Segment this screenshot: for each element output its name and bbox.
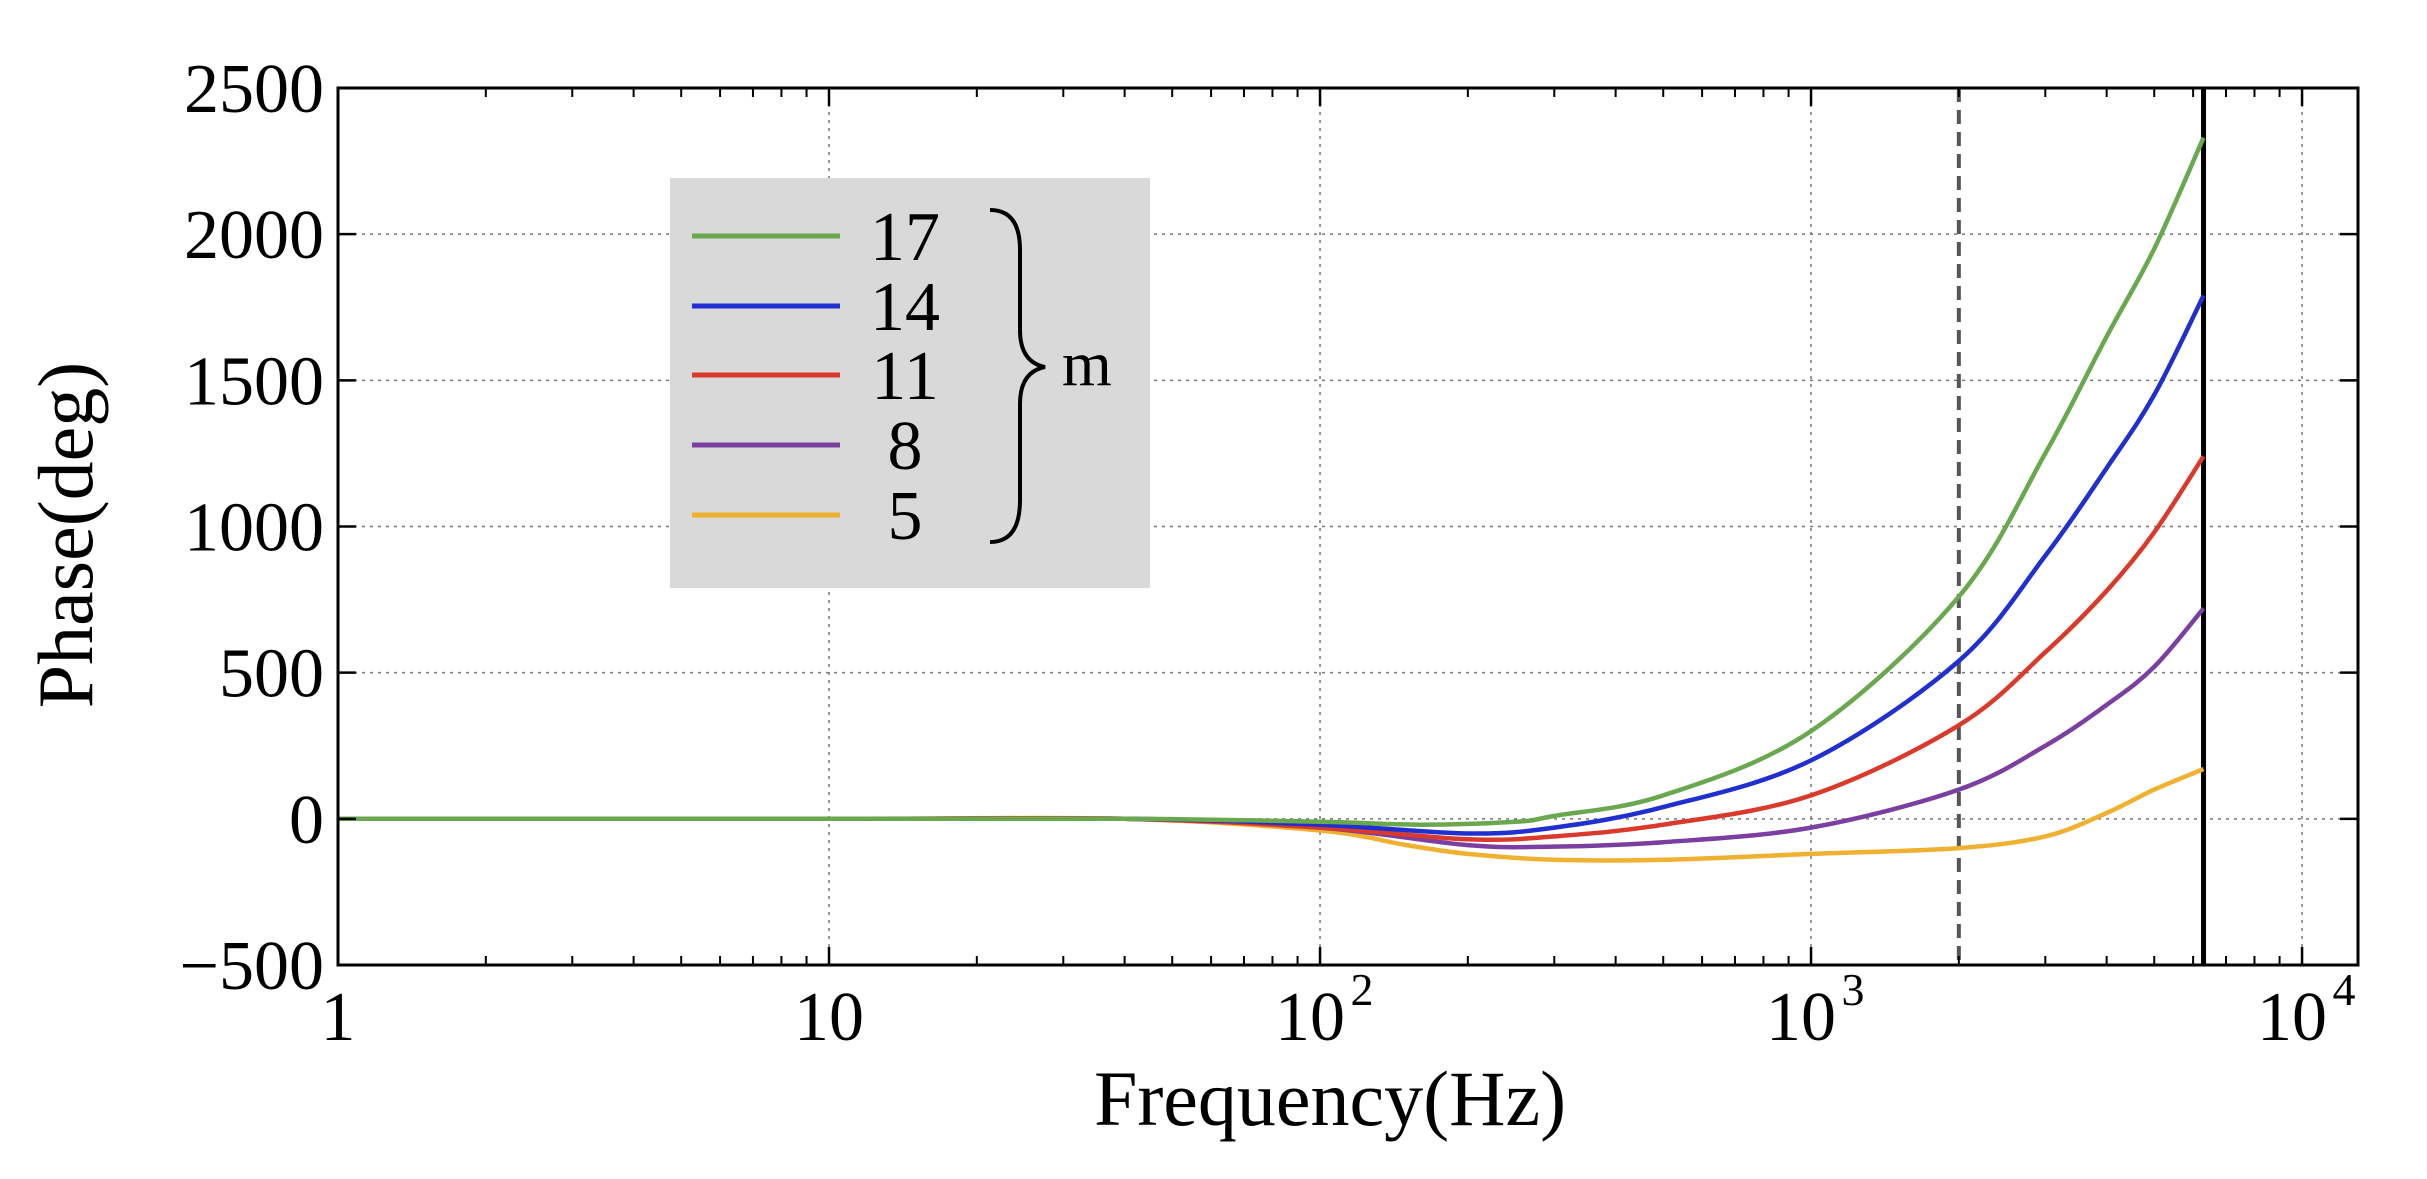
tick-marks — [336, 86, 2358, 967]
y-axis-label: Phase(deg) — [22, 362, 109, 709]
series-line-17 — [338, 136, 2206, 827]
y-tick-label: 500 — [219, 636, 324, 713]
series-line-8 — [338, 606, 2206, 850]
x-tick-label: 10 — [1275, 979, 1345, 1056]
y-tick-label: 2500 — [184, 51, 324, 128]
y-tick-labels: −500 0 500 1000 1500 2000 2500 — [180, 51, 324, 1005]
x-tick-labels: 1 10 10 2 10 3 10 4 — [321, 964, 2356, 1056]
x-tick-label-exponent: 4 — [2333, 964, 2356, 1015]
legend-label-8: 8 — [888, 408, 923, 485]
x-tick-label: 10 — [794, 979, 864, 1056]
series-line-5 — [338, 767, 2205, 863]
legend-label-17: 17 — [870, 199, 940, 276]
legend-bracket-label: m — [1062, 328, 1112, 399]
y-tick-label: 0 — [289, 782, 324, 859]
series-line-11 — [338, 455, 2206, 843]
x-tick-label-exponent: 2 — [1351, 964, 1374, 1015]
x-tick-label: 1 — [321, 979, 356, 1056]
legend-background — [670, 178, 1150, 588]
y-tick-label: 1500 — [184, 343, 324, 420]
x-tick-label-exponent: 3 — [1842, 964, 1865, 1015]
legend-label-14: 14 — [870, 269, 940, 346]
x-axis-label: Frequency(Hz) — [1094, 1055, 1566, 1142]
legend-label-5: 5 — [888, 478, 923, 555]
series-lines — [338, 136, 2206, 863]
y-tick-label: 1000 — [184, 490, 324, 567]
series-line-14 — [338, 294, 2206, 836]
x-tick-label: 10 — [1766, 979, 1836, 1056]
legend-label-11: 11 — [871, 338, 938, 415]
legend-brace — [989, 208, 1046, 544]
x-tick-label: 10 — [2257, 979, 2327, 1056]
y-tick-label: 2000 — [184, 197, 324, 274]
reference-lines — [1956, 88, 2207, 965]
y-tick-label: −500 — [180, 928, 324, 1005]
